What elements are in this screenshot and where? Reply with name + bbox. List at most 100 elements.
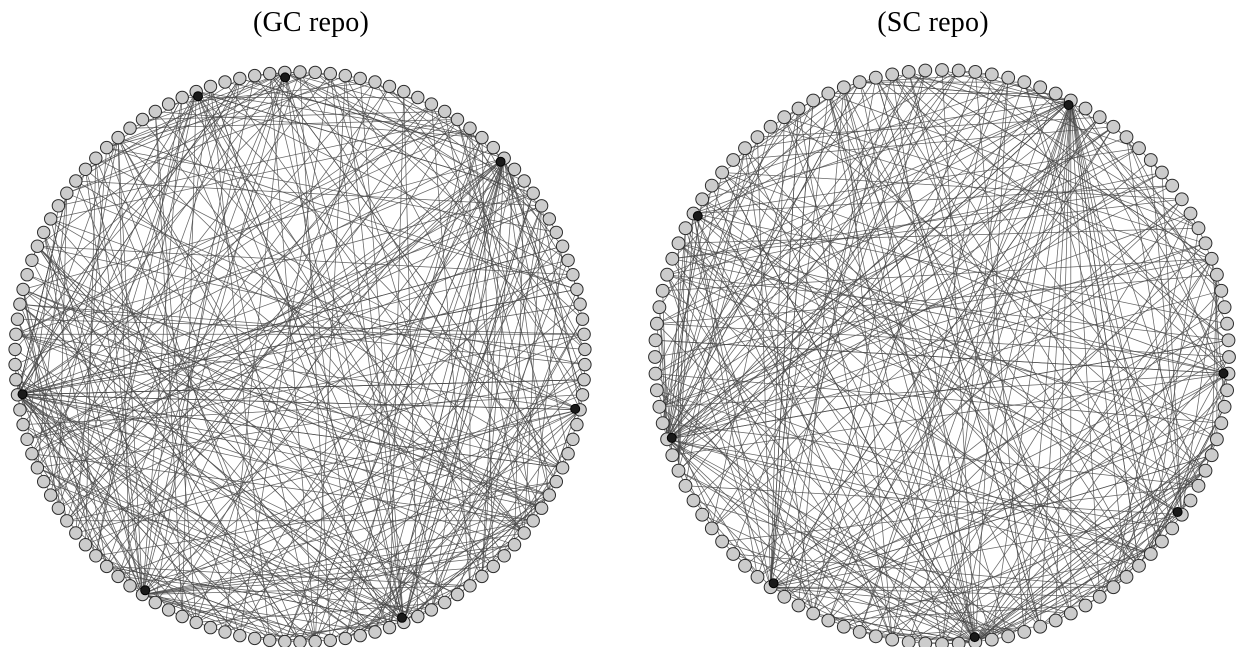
sc-repo-node bbox=[1155, 165, 1169, 180]
sc-repo-node bbox=[1222, 350, 1236, 364]
sc-repo-edge bbox=[721, 172, 1140, 567]
sc-repo-edge bbox=[662, 185, 713, 424]
gc-repo-node bbox=[37, 225, 51, 240]
sc-repo-edge bbox=[770, 93, 829, 588]
sc-repo-edge bbox=[875, 77, 1041, 627]
sc-repo-edge bbox=[655, 147, 1140, 375]
gc-repo-edge bbox=[106, 147, 578, 290]
sc-repo-edge bbox=[701, 70, 960, 515]
gc-repo-edge bbox=[43, 232, 197, 623]
sc-repo-edge bbox=[711, 159, 1152, 529]
sc-repo-node bbox=[1165, 521, 1180, 536]
gc-repo-node bbox=[293, 635, 307, 647]
gc-repo-edge bbox=[19, 137, 119, 410]
sc-repo-edge bbox=[1205, 243, 1222, 291]
gc-repo-hubs bbox=[17, 72, 581, 623]
sc-repo-edge bbox=[1138, 147, 1173, 186]
sc-repo-node bbox=[665, 251, 680, 266]
sc-repo-node bbox=[821, 613, 836, 628]
gc-repo-node bbox=[486, 140, 500, 155]
sc-repo-edge bbox=[672, 77, 1009, 456]
gc-repo-edge bbox=[154, 111, 183, 617]
gc-repo-edge bbox=[196, 91, 574, 276]
gc-repo-edge bbox=[359, 379, 585, 636]
sc-repo-edge bbox=[827, 93, 1072, 614]
gc-repo-edge bbox=[31, 453, 52, 496]
gc-repo-edge bbox=[254, 71, 301, 76]
gc-repo-edge bbox=[284, 602, 445, 642]
gc-repo-edge bbox=[31, 453, 534, 522]
gc-repo-node bbox=[411, 90, 425, 105]
gc-repo-edge bbox=[26, 274, 574, 440]
gc-repo-edge bbox=[431, 104, 471, 586]
sc-repo-edge bbox=[1070, 100, 1127, 577]
sc-repo-edge bbox=[667, 172, 1162, 276]
sc-repo-node bbox=[1191, 221, 1206, 236]
sc-repo-edge bbox=[693, 213, 771, 588]
sc-repo-node bbox=[885, 67, 900, 82]
sc-repo-edge bbox=[693, 185, 1173, 214]
gc-repo-edge bbox=[330, 494, 550, 641]
gc-repo-edge bbox=[431, 218, 550, 611]
sc-repo-edge bbox=[659, 242, 1206, 408]
gc-repo-edge bbox=[85, 333, 585, 546]
gc-repo-node bbox=[486, 559, 500, 574]
sc-repo-edge bbox=[891, 74, 1229, 374]
sc-repo-edge bbox=[662, 423, 758, 578]
gc-repo-node bbox=[89, 151, 103, 165]
gc-repo-edge bbox=[142, 111, 445, 120]
sc-repo-edge bbox=[1150, 406, 1225, 555]
gc-repo-node bbox=[534, 501, 549, 515]
sc-repo-edge bbox=[733, 553, 976, 643]
gc-repo-edge bbox=[345, 409, 581, 639]
gc-repo-node bbox=[51, 199, 66, 213]
gc-repo-node bbox=[507, 538, 522, 552]
sc-repo-node bbox=[648, 366, 663, 381]
gc-repo-edge bbox=[117, 137, 390, 628]
gc-repo-edge bbox=[181, 97, 525, 534]
gc-repo-edge bbox=[182, 544, 515, 617]
sc-repo-node bbox=[1143, 547, 1158, 561]
sc-repo-nodes bbox=[648, 63, 1236, 647]
gc-repo-edge bbox=[155, 111, 482, 138]
gc-repo-hub-marker bbox=[495, 156, 506, 167]
sc-repo-node bbox=[1198, 463, 1213, 478]
gc-repo-edge bbox=[95, 555, 316, 642]
sc-repo-node bbox=[715, 165, 729, 180]
gc-repo-edge bbox=[106, 111, 446, 567]
sc-repo-edge bbox=[1150, 159, 1183, 515]
gc-repo-node bbox=[248, 68, 262, 83]
gc-repo-edge bbox=[17, 259, 569, 396]
gc-repo-edge bbox=[85, 157, 505, 545]
gc-repo-edge bbox=[389, 91, 405, 628]
sc-repo-node bbox=[1119, 570, 1134, 584]
sc-repo-node bbox=[852, 75, 867, 89]
sc-repo-edge bbox=[812, 70, 926, 614]
sc-repo-node bbox=[715, 534, 729, 549]
gc-repo-node bbox=[44, 212, 58, 226]
sc-repo-edge bbox=[770, 100, 814, 128]
sc-repo-edge bbox=[875, 77, 1229, 341]
sc-repo-edge bbox=[666, 148, 746, 440]
gc-repo-edge bbox=[37, 245, 376, 633]
gc-repo-edge bbox=[22, 424, 286, 642]
gc-repo-node bbox=[203, 79, 218, 94]
gc-repo-edge bbox=[117, 137, 578, 290]
sc-repo-node bbox=[750, 130, 765, 145]
gc-repo-edge bbox=[22, 72, 286, 425]
sc-repo-edge bbox=[828, 553, 1151, 621]
sc-repo-edge bbox=[711, 108, 799, 529]
gc-repo-edge bbox=[95, 91, 197, 556]
sc-repo-edge bbox=[1211, 258, 1225, 407]
sc-repo-node bbox=[1106, 119, 1121, 134]
gc-repo-edge bbox=[374, 81, 583, 396]
gc-repo-node bbox=[397, 84, 411, 99]
gc-repo-edge bbox=[15, 192, 534, 335]
sc-repo-edge bbox=[659, 126, 1114, 408]
gc-repo-panel: (GC repo) bbox=[8, 7, 592, 647]
gc-repo-node bbox=[16, 417, 30, 432]
sc-repo-node bbox=[1165, 178, 1180, 193]
sc-repo-edge bbox=[784, 116, 1218, 440]
gc-repo-node bbox=[308, 65, 322, 80]
sc-repo-edge bbox=[659, 70, 926, 408]
